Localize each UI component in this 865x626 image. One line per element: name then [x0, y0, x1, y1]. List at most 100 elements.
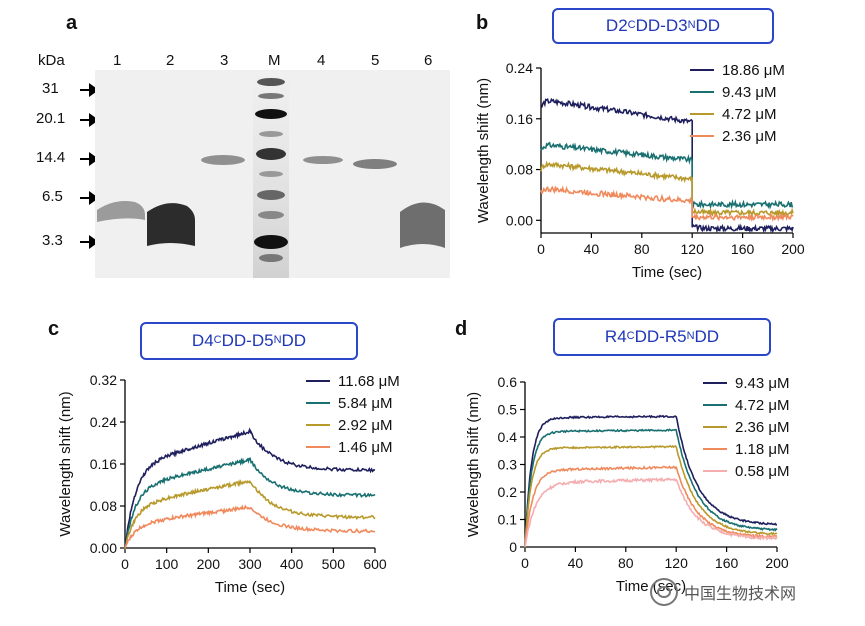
chart-d-legend-label: 0.58 μM [735, 463, 790, 480]
chart-c-legend-label: 5.84 μM [338, 395, 393, 412]
chart-c-ytick-label: 0.24 [90, 414, 117, 430]
chart-b-xtick-label: 200 [781, 241, 805, 257]
chart-c-legend-label: 11.68 μM [338, 373, 400, 390]
band-lane3 [201, 155, 245, 165]
chart-d-xtick-label: 40 [568, 555, 584, 571]
marker-arrows [80, 83, 99, 249]
chart-d-ytick-label: 0 [509, 539, 517, 555]
chart-c-ytick-label: 0.16 [90, 456, 117, 472]
lane-label-6: 6 [424, 52, 433, 69]
chart-c-xtick-label: 200 [197, 556, 221, 572]
chart-c-xlabel: Time (sec) [215, 579, 285, 596]
chart-d-ylabel: Wavelength shift (nm) [465, 392, 482, 537]
chart-d-series-line [524, 476, 778, 548]
chart-b-title: D2 C DD-D3 N DD [552, 8, 774, 44]
title-c-left: D4 [191, 331, 214, 350]
gel-bands [97, 70, 445, 278]
chart-d-series-line [524, 444, 778, 548]
chart-d-legend-label: 4.72 μM [735, 397, 790, 414]
chart-d-ytick-label: 0.5 [498, 402, 518, 418]
title-d-mid: DD-R5 [634, 327, 687, 346]
title-c-sup1: C [213, 334, 222, 346]
chart-b-series-line [540, 97, 794, 234]
chart-d-xtick-label: 160 [715, 555, 739, 571]
panel-label-b: b [476, 12, 489, 34]
chart-d-ytick-label: 0.1 [498, 512, 518, 528]
lane-label-m: M [268, 52, 281, 69]
gel-panel: kDa 1 2 3 M 4 5 6 31 20.1 14.4 6.5 3.3 [0, 0, 460, 300]
chart-d-legend-label: 9.43 μM [735, 375, 790, 392]
chart-d-ytick-label: 0.4 [498, 429, 518, 445]
panel-label-c: c [48, 318, 60, 340]
chart-c-series-line [124, 479, 376, 550]
title-d-sup1: C [626, 330, 635, 342]
title-c-mid: DD-D5 [221, 331, 274, 350]
panel-label-a: a [66, 12, 78, 34]
chart-d-legend-label: 1.18 μM [735, 441, 790, 458]
chart-d-xtick-label: 80 [618, 555, 634, 571]
chart-b-legend-label: 9.43 μM [722, 84, 777, 101]
chart-d-series-line [524, 465, 778, 547]
chart-d-legend-label: 2.36 μM [735, 419, 790, 436]
band-lane2 [147, 203, 195, 246]
marker-6-5: 6.5 [42, 188, 63, 205]
title-d-sup2: N [686, 330, 695, 342]
band-lane1 [97, 201, 145, 222]
chart-b-ytick-label: 0.16 [506, 111, 533, 127]
kda-label: kDa [38, 52, 65, 69]
title-b-left: D2 [605, 16, 628, 35]
lane-label-3: 3 [220, 52, 229, 69]
chart-b-series-line [540, 160, 794, 218]
chart-c-group: 0.00 0.08 0.16 0.24 0.32 0 100 200 300 400 500 600 T… [57, 372, 400, 596]
title-b-sup1: C [627, 19, 636, 31]
chart-b-group: 0.00 0.08 0.16 0.24 0 40 80 120 160 200 Time (sec)… [475, 60, 805, 281]
watermark: 中国生物技术网 [650, 578, 796, 606]
chart-d-xtick-label: 120 [665, 555, 689, 571]
chart-d-series-line [524, 414, 778, 547]
chart-d-series-line [524, 428, 778, 548]
title-d-left: R4 [604, 327, 627, 346]
chart-c-xtick-label: 300 [238, 556, 262, 572]
title-d-right: DD [694, 327, 720, 346]
chart-b-xtick-label: 0 [537, 241, 545, 257]
chart-b-legend-label: 18.86 μM [722, 62, 785, 79]
chart-d-xtick-label: 0 [521, 555, 529, 571]
chart-d-ytick-label: 0.6 [498, 374, 518, 390]
chart-b-xtick-label: 160 [731, 241, 755, 257]
chart-c-xtick-label: 0 [121, 556, 129, 572]
chart-d-title: R4 C DD-R5 N DD [553, 318, 771, 356]
lane-label-5: 5 [371, 52, 380, 69]
chart-b-xtick-label: 40 [584, 241, 600, 257]
chart-b-xtick-label: 120 [681, 241, 705, 257]
chart-c-xtick-label: 400 [280, 556, 304, 572]
chart-c-legend-label: 2.92 μM [338, 417, 393, 434]
band-lane4 [303, 156, 343, 164]
chart-b-xtick-label: 80 [634, 241, 650, 257]
chart-b-ytick-label: 0.00 [506, 212, 533, 228]
band-lane6 [400, 202, 445, 248]
chart-c-xtick-label: 600 [363, 556, 387, 572]
chart-b-ytick-label: 0.24 [506, 60, 533, 76]
marker-31: 31 [42, 80, 59, 97]
wechat-icon [650, 578, 678, 606]
chart-b-ytick-label: 0.08 [506, 162, 533, 178]
chart-c-xtick-label: 500 [322, 556, 346, 572]
chart-c-series-line [124, 457, 376, 549]
chart-b-legend-label: 2.36 μM [722, 128, 777, 145]
chart-c-title: D4 C DD-D5 N DD [140, 322, 358, 360]
chart-c-legend-label: 1.46 μM [338, 439, 393, 456]
chart-c-ytick-label: 0.32 [90, 372, 117, 388]
marker-3-3: 3.3 [42, 232, 63, 249]
chart-d-ytick-label: 0.2 [498, 484, 518, 500]
chart-b-series-line [540, 141, 794, 210]
chart-c-ytick-label: 0.08 [90, 498, 117, 514]
title-c-sup2: N [273, 334, 282, 346]
marker-14-4: 14.4 [36, 149, 66, 166]
chart-d-xtick-label: 200 [765, 555, 789, 571]
band-lane5 [353, 159, 397, 169]
lane-label-4: 4 [317, 52, 326, 69]
title-c-right: DD [281, 331, 307, 350]
chart-d-ytick-label: 0.3 [498, 457, 518, 473]
